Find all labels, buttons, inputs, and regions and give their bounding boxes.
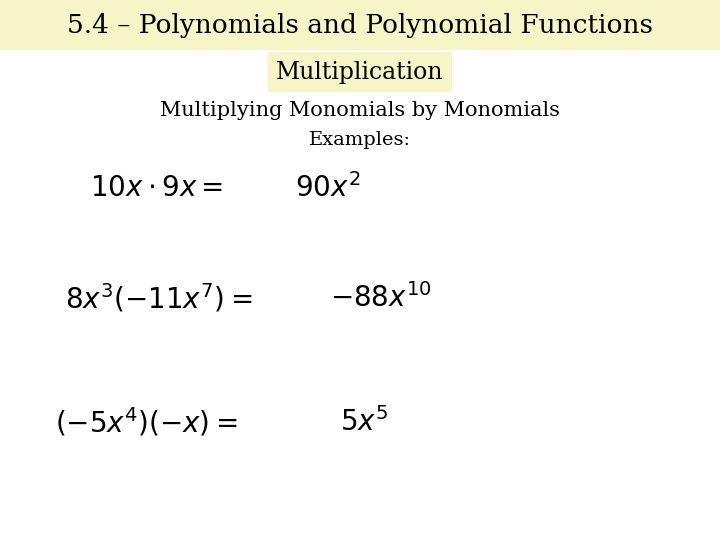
Text: $8x^3\left(-11x^7\right)=$: $8x^3\left(-11x^7\right)=$ xyxy=(65,281,253,314)
Text: Multiplying Monomials by Monomials: Multiplying Monomials by Monomials xyxy=(160,100,560,119)
Bar xyxy=(0,0,720,50)
Text: 5.4 – Polynomials and Polynomial Functions: 5.4 – Polynomials and Polynomial Functio… xyxy=(67,12,653,37)
Text: Examples:: Examples: xyxy=(309,131,411,149)
Text: $10x \cdot 9x = $: $10x \cdot 9x = $ xyxy=(90,174,223,202)
Text: $5x^5$: $5x^5$ xyxy=(340,407,388,437)
Text: $-88x^{10}$: $-88x^{10}$ xyxy=(330,283,431,313)
Text: $\left(-5x^4\right)\left(-x\right)=$: $\left(-5x^4\right)\left(-x\right)=$ xyxy=(55,406,238,438)
Text: $90x^2$: $90x^2$ xyxy=(295,173,361,203)
Text: Multiplication: Multiplication xyxy=(276,60,444,84)
